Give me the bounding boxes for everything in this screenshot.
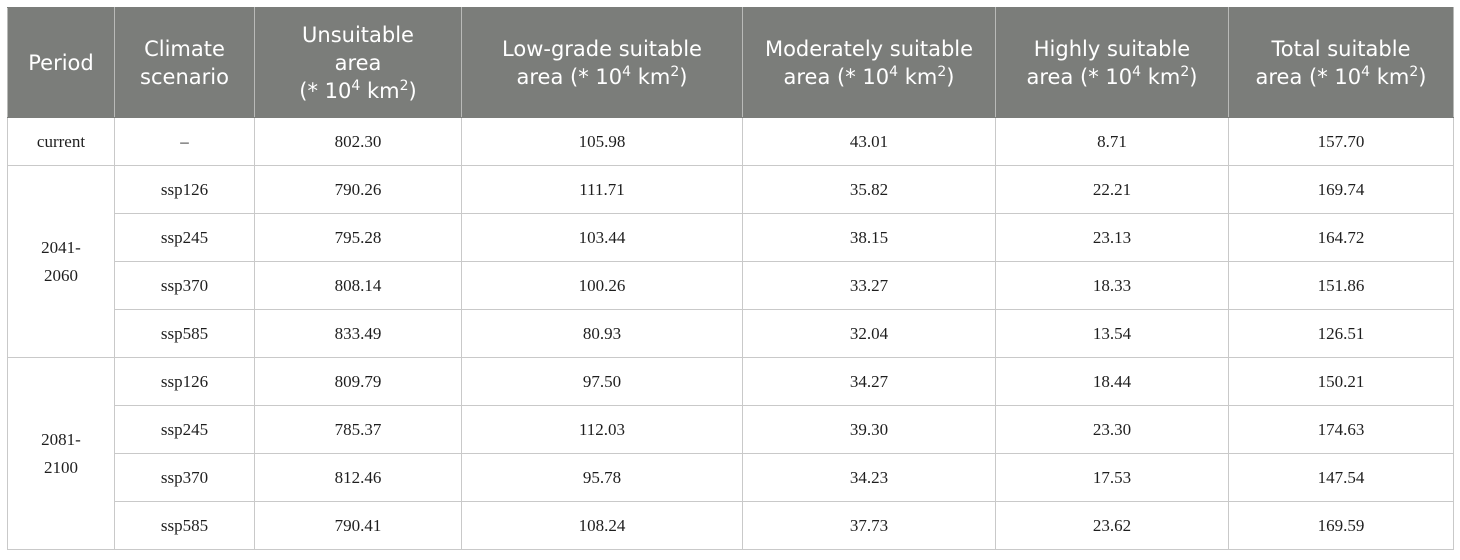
total-cell: 164.72: [1228, 213, 1454, 262]
scenario-cell: ssp126: [114, 357, 255, 406]
total-cell: 169.59: [1228, 501, 1454, 550]
table-row: ssp585 833.49 80.93 32.04 13.54 126.51: [8, 309, 1454, 358]
total-cell: 174.63: [1228, 405, 1454, 454]
unsuitable-cell: 833.49: [254, 309, 462, 358]
unsuitable-cell: 790.26: [254, 165, 462, 214]
low-cell: 108.24: [461, 501, 743, 550]
scenario-cell: ssp370: [114, 261, 255, 310]
table-body: current –802.30 105.98 43.01 8.71 157.70 2041-…: [7, 117, 1454, 550]
total-cell: 126.51: [1228, 309, 1454, 358]
moderate-cell: 38.15: [742, 213, 996, 262]
low-cell: 112.03: [461, 405, 743, 454]
unsuitable-cell: 785.37: [254, 405, 462, 454]
table-header: Period Climate scenario Unsuitable area …: [7, 7, 1454, 118]
table-row: ssp245 795.28 103.44 38.15 23.13 164.72: [8, 213, 1454, 262]
high-cell: 17.53: [995, 453, 1229, 502]
unsuitable-cell: 802.30: [254, 117, 462, 166]
table-row: 2041- 2060 ssp126 790.26 111.71 35.82 22.21 169…: [7, 165, 1454, 358]
unsuitable-cell: 812.46: [254, 453, 462, 502]
low-cell: 80.93: [461, 309, 743, 358]
low-cell: 95.78: [461, 453, 743, 502]
scenario-cell: ssp126: [114, 165, 255, 214]
period-cell: current: [7, 117, 115, 166]
moderate-cell: 37.73: [742, 501, 996, 550]
table-row: current –802.30 105.98 43.01 8.71 157.70: [7, 117, 1454, 166]
period-label-line: 2100: [44, 457, 78, 477]
high-cell: 18.33: [995, 261, 1229, 310]
low-cell: 111.71: [461, 165, 743, 214]
period-cell: 2081- 2100: [7, 357, 115, 550]
header-low-grade-suitable-area: Low-grade suitable area (* 104 km2): [461, 7, 743, 118]
unsuitable-cell: 795.28: [254, 213, 462, 262]
header-total-suitable-area: Total suitable area (* 104 km2): [1228, 7, 1454, 118]
period-label-line: 2081-: [41, 429, 81, 449]
table-row: ssp585 790.41 108.24 37.73 23.62 169.59: [8, 501, 1454, 550]
scenario-cell: ssp370: [114, 453, 255, 502]
high-cell: 13.54: [995, 309, 1229, 358]
moderate-cell: 32.04: [742, 309, 996, 358]
low-cell: 105.98: [461, 117, 743, 166]
moderate-cell: 43.01: [742, 117, 996, 166]
scenario-cell: ssp245: [114, 213, 255, 262]
low-cell: 103.44: [461, 213, 743, 262]
header-highly-suitable-area: Highly suitable area (* 104 km2): [995, 7, 1229, 118]
scenario-cell: ssp585: [114, 501, 255, 550]
moderate-cell: 34.27: [742, 357, 996, 406]
period-label-line: 2041-: [41, 237, 81, 257]
moderate-cell: 35.82: [742, 165, 996, 214]
total-cell: 151.86: [1228, 261, 1454, 310]
total-cell: 147.54: [1228, 453, 1454, 502]
total-cell: 150.21: [1228, 357, 1454, 406]
scenario-cell: –: [114, 117, 255, 166]
unsuitable-cell: 809.79: [254, 357, 462, 406]
total-cell: 169.74: [1228, 165, 1454, 214]
suitable-area-table: Period Climate scenario Unsuitable area …: [7, 7, 1454, 550]
header-unsuitable-area: Unsuitable area (* 104 km2): [254, 7, 462, 118]
table-row: ssp370 812.46 95.78 34.23 17.53 147.54: [8, 453, 1454, 502]
scenario-cell: ssp245: [114, 405, 255, 454]
unsuitable-cell: 790.41: [254, 501, 462, 550]
high-cell: 22.21: [995, 165, 1229, 214]
period-label-line: current: [36, 131, 86, 151]
low-cell: 97.50: [461, 357, 743, 406]
high-cell: 23.62: [995, 501, 1229, 550]
table-row: 2081- 2100 ssp126 809.79 97.50 34.27 18.44 150.…: [7, 357, 1454, 550]
high-cell: 8.71: [995, 117, 1229, 166]
moderate-cell: 33.27: [742, 261, 996, 310]
period-cell: 2041- 2060: [7, 165, 115, 358]
high-cell: 23.13: [995, 213, 1229, 262]
moderate-cell: 39.30: [742, 405, 996, 454]
scenario-cell: ssp585: [114, 309, 255, 358]
table-row: ssp370 808.14 100.26 33.27 18.33 151.86: [8, 261, 1454, 310]
high-cell: 18.44: [995, 357, 1229, 406]
low-cell: 100.26: [461, 261, 743, 310]
high-cell: 23.30: [995, 405, 1229, 454]
header-period: Period: [7, 7, 115, 118]
header-row: Period Climate scenario Unsuitable area …: [7, 7, 1454, 118]
total-cell: 157.70: [1228, 117, 1454, 166]
unsuitable-cell: 808.14: [254, 261, 462, 310]
header-climate-scenario: Climate scenario: [114, 7, 255, 118]
header-moderately-suitable-area: Moderately suitable area (* 104 km2): [742, 7, 996, 118]
moderate-cell: 34.23: [742, 453, 996, 502]
table-row: ssp245 785.37 112.03 39.30 23.30 174.63: [8, 405, 1454, 454]
period-label-line: 2060: [44, 265, 78, 285]
